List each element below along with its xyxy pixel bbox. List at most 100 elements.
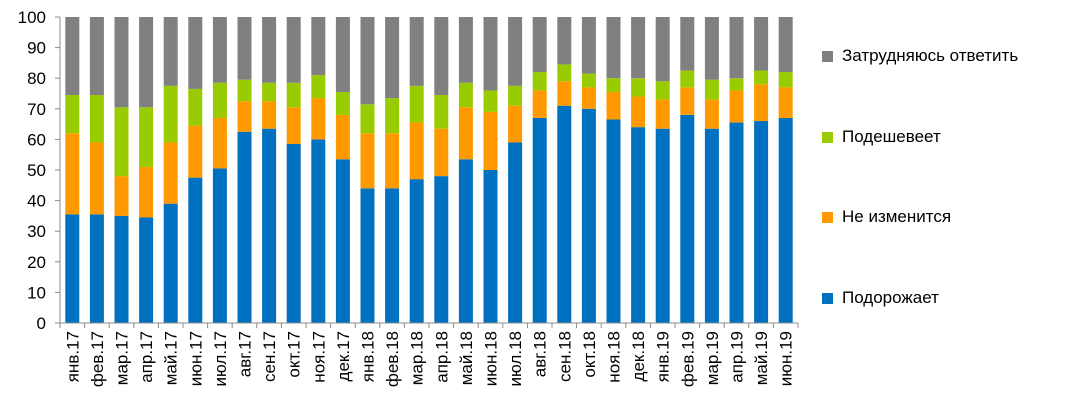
- bar-segment-1-11: [335, 114, 350, 160]
- x-tick-label: авг.17: [236, 331, 255, 377]
- bar-segment-2-0: [65, 95, 80, 134]
- x-tick-label: апр.19: [728, 331, 747, 383]
- legend-item-hard-to-say: Затрудняюсь ответить: [822, 44, 1018, 68]
- bar-segment-1-5: [188, 125, 203, 178]
- bar-segment-3-7: [237, 17, 252, 80]
- x-tick-label: май.19: [752, 331, 771, 385]
- bar-segment-2-28: [754, 70, 769, 85]
- bar-segment-3-26: [704, 17, 719, 80]
- bar-segment-0-25: [680, 114, 695, 323]
- legend-swatch-hard-to-say: [822, 50, 833, 62]
- bar-segment-2-22: [606, 78, 621, 92]
- bar-segment-1-20: [557, 81, 572, 106]
- bar-segment-0-18: [508, 142, 523, 323]
- bar-segment-0-19: [532, 117, 547, 323]
- x-tick-label: ноя.17: [309, 331, 328, 383]
- x-tick-label: июн.19: [777, 331, 796, 386]
- bar-segment-0-5: [188, 177, 203, 323]
- bar-segment-1-25: [680, 87, 695, 115]
- bar-segment-3-6: [212, 17, 227, 83]
- bar-segment-1-10: [311, 98, 326, 140]
- bar-segment-3-8: [262, 17, 277, 83]
- x-tick-label: окт.17: [285, 331, 304, 378]
- bar-segment-1-22: [606, 91, 621, 120]
- bar-segment-0-16: [458, 159, 473, 323]
- bar-segment-2-14: [409, 85, 424, 123]
- bar-segment-1-21: [581, 87, 596, 109]
- bar-segment-3-18: [508, 17, 523, 86]
- x-tick-label: янв.18: [359, 331, 378, 382]
- x-tick-label: мар.18: [408, 331, 427, 385]
- bar-segment-3-14: [409, 17, 424, 86]
- bar-segment-0-8: [262, 128, 277, 323]
- bar-segment-2-27: [729, 78, 744, 91]
- bar-segment-1-28: [754, 84, 769, 122]
- legend-swatch-unchanged: [822, 211, 833, 223]
- bar-segment-3-2: [114, 17, 129, 108]
- legend-swatch-more-expensive: [822, 292, 833, 304]
- bar-segment-2-4: [163, 85, 178, 143]
- bar-segment-0-11: [335, 159, 350, 323]
- bar-segment-2-25: [680, 70, 695, 88]
- bar-segment-2-20: [557, 64, 572, 82]
- bar-segment-3-28: [754, 17, 769, 71]
- bar-segment-3-15: [434, 17, 449, 96]
- y-tick-label: 30: [27, 222, 46, 241]
- y-tick-label: 80: [27, 69, 46, 88]
- bar-segment-2-8: [262, 82, 277, 102]
- bar-segment-1-16: [458, 107, 473, 160]
- bar-segment-1-13: [385, 133, 400, 189]
- bar-segment-3-10: [311, 17, 326, 76]
- bar-segment-0-1: [89, 214, 104, 323]
- x-tick-label: сен.18: [555, 331, 574, 382]
- x-tick-label: фев.18: [383, 331, 402, 387]
- y-tick-label: 100: [18, 8, 46, 27]
- bar-segment-3-9: [286, 17, 301, 83]
- y-tick-label: 70: [27, 100, 46, 119]
- x-tick-labels: янв.17 фев.17 мар.17 апр.17 май.17 июн.17 июл.…: [63, 331, 795, 387]
- bar-segment-0-29: [778, 117, 793, 323]
- bar-segment-3-27: [729, 17, 744, 79]
- legend-swatch-cheaper: [822, 131, 833, 143]
- x-tick-label: май.18: [457, 331, 476, 385]
- x-tick-label: авг.18: [531, 331, 550, 377]
- bar-segment-2-1: [89, 95, 104, 143]
- bar-segment-1-27: [729, 90, 744, 123]
- bar-segment-0-23: [631, 127, 646, 323]
- bar-segment-1-7: [237, 101, 252, 132]
- legend-label-hard-to-say: Затрудняюсь ответить: [842, 46, 1019, 65]
- x-tick-label: дек.18: [629, 331, 648, 381]
- bar-segment-3-3: [139, 17, 154, 108]
- bar-segment-2-18: [508, 85, 523, 106]
- legend-item-unchanged: Не изменится: [822, 205, 951, 229]
- bar-segment-3-12: [360, 17, 375, 105]
- bar-segment-1-0: [65, 133, 80, 215]
- bar-segment-0-10: [311, 139, 326, 323]
- legend-item-more-expensive: Подорожает: [822, 286, 939, 310]
- bar-segment-0-2: [114, 215, 129, 323]
- bar-segment-2-6: [212, 82, 227, 118]
- x-tick-label: июл.17: [211, 331, 230, 386]
- bar-segment-1-19: [532, 90, 547, 118]
- bar-segment-0-7: [237, 131, 252, 323]
- bar-segment-2-21: [581, 73, 596, 88]
- x-tick-label: дек.17: [334, 331, 353, 381]
- bar-segment-1-8: [262, 101, 277, 129]
- x-tick-label: июл.18: [506, 331, 525, 386]
- bar-segment-3-29: [778, 17, 793, 73]
- bar-segment-0-14: [409, 179, 424, 323]
- bar-segment-2-12: [360, 104, 375, 134]
- bar-segment-0-26: [704, 128, 719, 323]
- bar-segment-0-6: [212, 168, 227, 323]
- legend-label-unchanged: Не изменится: [842, 207, 952, 226]
- x-tick-label: ноя.18: [605, 331, 624, 383]
- y-tick-label: 90: [27, 39, 46, 58]
- y-tick-label: 60: [27, 130, 46, 149]
- bar-segment-2-19: [532, 72, 547, 91]
- bar-segment-1-24: [655, 99, 670, 129]
- bar-segment-3-11: [335, 17, 350, 92]
- legend-label-cheaper: Подешевеет: [842, 127, 941, 146]
- x-tick-label: янв.19: [654, 331, 673, 382]
- bar-segment-1-14: [409, 122, 424, 180]
